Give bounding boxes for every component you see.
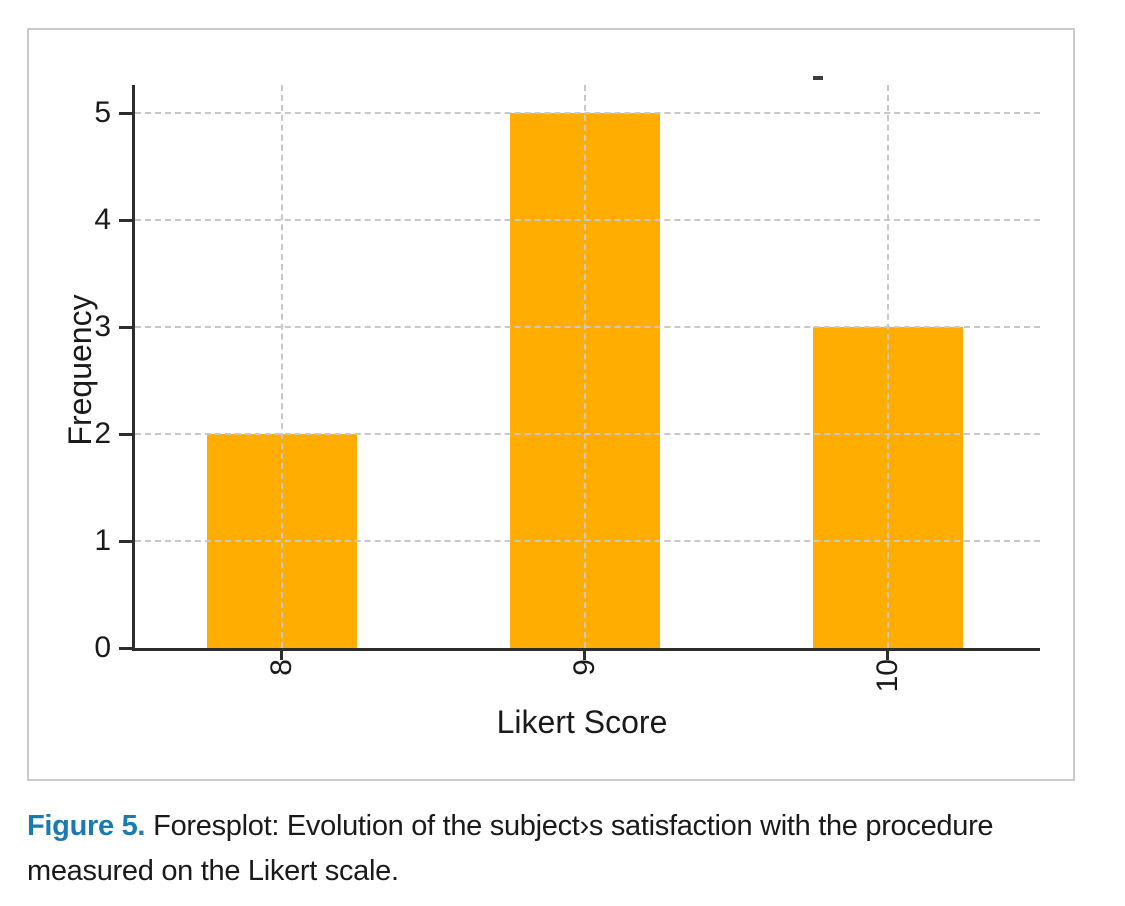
h-gridline — [135, 219, 1040, 221]
y-tick-label: 2 — [94, 417, 111, 450]
v-gridline — [887, 85, 889, 648]
y-tick-label: 3 — [94, 310, 111, 343]
figure-caption: Figure 5. Foresplot: Evolution of the sub… — [27, 804, 1047, 894]
x-tick-label: 10 — [871, 659, 904, 693]
v-gridline — [584, 85, 586, 648]
figure-panel: Frequency Likert Score 0 1 2 3 4 5 8 9 10 — [27, 28, 1075, 781]
bar-chart: Frequency Likert Score 0 1 2 3 4 5 8 9 10 — [29, 30, 1073, 779]
stray-dash-mark — [813, 76, 823, 80]
y-tick — [119, 433, 132, 436]
y-tick-label: 4 — [94, 203, 111, 236]
y-axis — [132, 85, 135, 651]
y-tick — [119, 326, 132, 329]
y-tick-label: 0 — [94, 631, 111, 664]
x-tick — [583, 651, 586, 660]
x-axis — [132, 648, 1040, 651]
x-tick-label: 8 — [265, 659, 298, 676]
y-tick-label: 1 — [94, 524, 111, 557]
y-axis-title: Frequency — [62, 294, 98, 446]
h-gridline — [135, 112, 1040, 114]
figure-caption-label: Figure 5. — [27, 810, 146, 842]
h-gridline — [135, 433, 1040, 435]
x-tick — [280, 651, 283, 660]
y-tick — [119, 219, 132, 222]
y-tick-label: 5 — [94, 96, 111, 129]
y-tick — [119, 647, 132, 650]
y-tick — [119, 112, 132, 115]
x-tick — [886, 651, 889, 660]
y-tick — [119, 540, 132, 543]
x-axis-title: Likert Score — [496, 704, 668, 740]
h-gridline — [135, 540, 1040, 542]
v-gridline — [281, 85, 283, 648]
figure-caption-text: Foresplot: Evolution of the subject›s sa… — [27, 810, 994, 887]
x-tick-label: 9 — [568, 659, 601, 676]
h-gridline — [135, 326, 1040, 328]
